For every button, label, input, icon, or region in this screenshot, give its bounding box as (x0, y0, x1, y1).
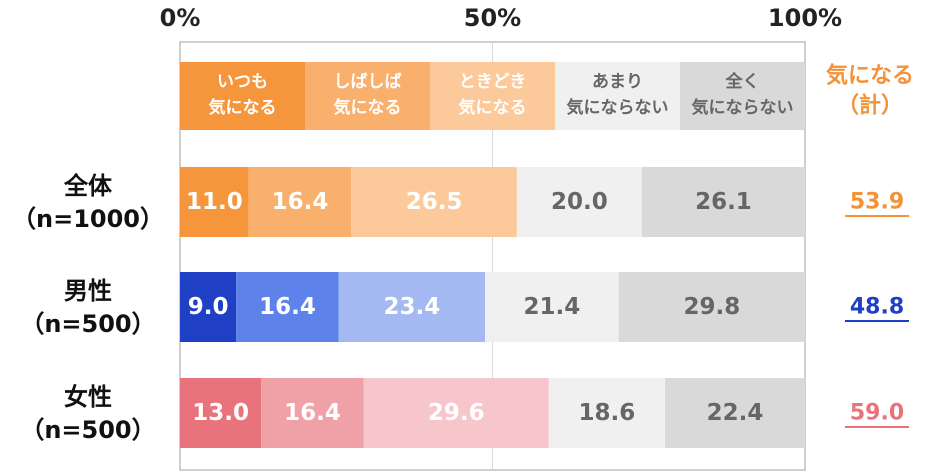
total-value: 59.0 (850, 401, 904, 426)
bar-value-label: 21.4 (524, 294, 581, 320)
row-label: 全体 (63, 172, 113, 200)
legend-label: いつも (217, 72, 268, 92)
legend-label: 気にならない (691, 97, 794, 118)
bar-segment (618, 272, 805, 342)
legend-label: あまり (592, 72, 643, 92)
total-header: 気になる (826, 63, 914, 89)
bar-segment (516, 167, 642, 237)
row-label: （n=500） (20, 416, 155, 444)
bar-segment (665, 378, 805, 448)
legend-swatch (680, 62, 805, 130)
bar-value-label: 16.4 (259, 294, 316, 320)
legend-label: しばしば (334, 72, 402, 92)
bar-value-label: 29.8 (684, 294, 741, 320)
legend-label: 気になる (333, 97, 402, 118)
legend-label: 全く (725, 71, 760, 92)
bar-segment (261, 378, 364, 448)
bar-segment (363, 378, 549, 448)
legend-swatch (555, 62, 680, 130)
row-label: （n=1000） (12, 205, 164, 233)
bar-value-label: 16.4 (272, 189, 329, 215)
bar-segment (180, 272, 237, 342)
legend-label: 気になる (208, 97, 277, 118)
legend-label: 気になる (458, 97, 527, 118)
bar-value-label: 29.6 (428, 400, 485, 426)
bar-segment (236, 272, 339, 342)
bar-segment (485, 272, 619, 342)
x-tick-label: 100% (768, 4, 842, 32)
row-label: 女性 (64, 383, 112, 411)
total-value: 48.8 (850, 295, 904, 320)
bar-value-label: 9.0 (188, 294, 229, 320)
legend-label: 気にならない (566, 97, 669, 118)
total-header: （計） (837, 93, 903, 119)
row-label: 男性 (64, 277, 112, 305)
bar-segment (351, 167, 517, 237)
x-tick-label: 0% (160, 4, 201, 32)
bar-segment (338, 272, 485, 342)
legend-label: ときどき (459, 72, 527, 92)
legend-swatch (430, 62, 555, 130)
bar-value-label: 16.4 (284, 400, 341, 426)
bar-value-label: 13.0 (192, 400, 249, 426)
bar-segment (548, 378, 665, 448)
legend-swatch (305, 62, 430, 130)
bar-segment (180, 378, 262, 448)
x-tick-label: 50% (464, 4, 521, 32)
bar-segment (641, 167, 805, 237)
bar-value-label: 20.0 (551, 189, 608, 215)
row-label: （n=500） (20, 310, 155, 338)
bar-value-label: 26.1 (695, 189, 752, 215)
bar-value-label: 26.5 (406, 189, 463, 215)
legend-swatch (180, 62, 305, 130)
bar-segment (248, 167, 352, 237)
total-value: 53.9 (850, 190, 904, 215)
bar-value-label: 11.0 (186, 189, 243, 215)
bar-segment (180, 167, 249, 237)
bar-value-label: 22.4 (707, 400, 764, 426)
bar-value-label: 18.6 (579, 400, 636, 426)
bar-value-label: 23.4 (384, 294, 441, 320)
